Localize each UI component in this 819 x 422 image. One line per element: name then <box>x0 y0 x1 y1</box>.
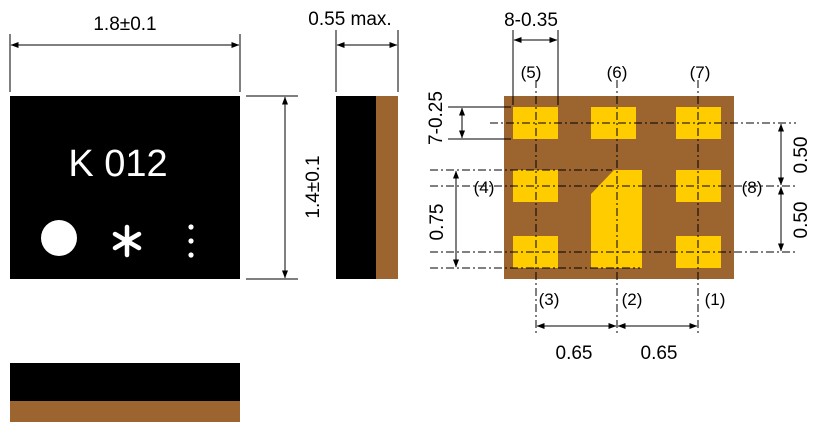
pitch-y-bottom-label: 0.50 <box>791 202 812 239</box>
bottom-view: 8-0.35 7-0.25 0.75 0.50 0.50 0.65 0.65 (… <box>426 10 812 364</box>
top-view: 1.8±0.1 K 012 1.4±0.1 <box>9 14 324 280</box>
pitch-y-top-label: 0.50 <box>791 137 812 174</box>
marking-text: K 012 <box>68 143 167 185</box>
pin-label-4: (4) <box>474 178 495 197</box>
pin-label-5: (5) <box>521 63 542 82</box>
asterisk-icon <box>112 224 142 258</box>
vertical-dots-icon <box>188 224 194 258</box>
width-dimension-label: 1.8±0.1 <box>93 14 156 35</box>
pin-label-7: (7) <box>690 63 711 82</box>
pin-label-6: (6) <box>607 63 628 82</box>
thickness-dimension-label: 0.55 max. <box>308 9 391 30</box>
pin-label-8: (8) <box>742 178 763 197</box>
pad-height-label: 7-0.25 <box>426 91 447 145</box>
front-view-substrate <box>10 401 240 422</box>
height-dimension-label: 1.4±0.1 <box>303 155 324 218</box>
pitch-x-left-label: 0.65 <box>556 343 593 364</box>
span-label: 0.75 <box>427 204 448 241</box>
side-view-substrate <box>376 96 398 279</box>
side-view: 0.55 max. <box>308 9 399 279</box>
front-view-body <box>10 363 240 401</box>
pin-label-1: (1) <box>705 290 726 309</box>
side-view-body <box>336 96 376 279</box>
pin-label-3: (3) <box>539 290 560 309</box>
front-view <box>10 363 240 422</box>
pin-label-2: (2) <box>622 290 643 309</box>
pitch-x-right-label: 0.65 <box>641 343 678 364</box>
pad-width-label: 8-0.35 <box>504 10 558 31</box>
pin1-dot-icon <box>41 220 77 256</box>
